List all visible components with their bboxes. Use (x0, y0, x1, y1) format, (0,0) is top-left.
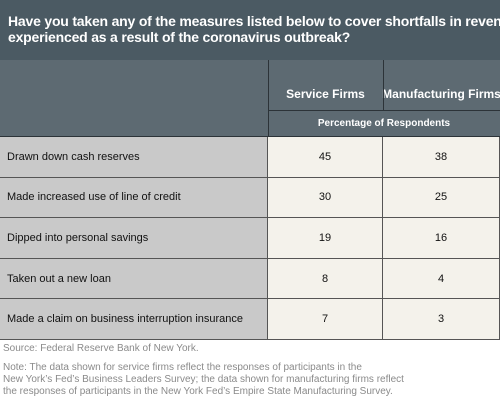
title-line: experienced as a result of the coronavir… (8, 29, 351, 45)
table-cell: 7 (268, 299, 383, 340)
table-cell: 45 (268, 137, 383, 178)
table-cell: 4 (383, 258, 500, 300)
note-line: New York’s Fed’s Business Leaders Survey… (3, 374, 404, 385)
note-line: Note: The data shown for service firms r… (3, 362, 362, 373)
table-header (0, 60, 500, 137)
divider (0, 136, 500, 137)
title-bar: Have you taken any of the measures liste… (0, 0, 500, 60)
divider (383, 60, 384, 110)
table-cell: 16 (383, 218, 500, 259)
source: Source: Federal Reserve Bank of New York… (3, 343, 199, 354)
row-label: Made increased use of line of credit (0, 177, 268, 219)
column-header: Manufacturing Firms (382, 87, 500, 101)
divider (268, 60, 269, 137)
table-cell: 38 (383, 137, 500, 178)
table-cell: 3 (383, 299, 500, 340)
title-line: Have you taken any of the measures liste… (8, 13, 500, 29)
row-label: Taken out a new loan (0, 258, 268, 300)
row-label: Made a claim on business interruption in… (0, 299, 268, 340)
column-header: Service Firms (286, 87, 365, 101)
table-cell: 25 (383, 177, 500, 219)
divider (268, 110, 500, 111)
row-label: Drawn down cash reserves (0, 137, 268, 178)
note-line: the responses of participants in the New… (3, 386, 393, 397)
table-cell: 30 (268, 177, 383, 219)
table-cell: 8 (268, 258, 383, 300)
table-cell: 19 (268, 218, 383, 259)
row-label: Dipped into personal savings (0, 218, 268, 259)
subheader: Percentage of Respondents (317, 118, 451, 129)
